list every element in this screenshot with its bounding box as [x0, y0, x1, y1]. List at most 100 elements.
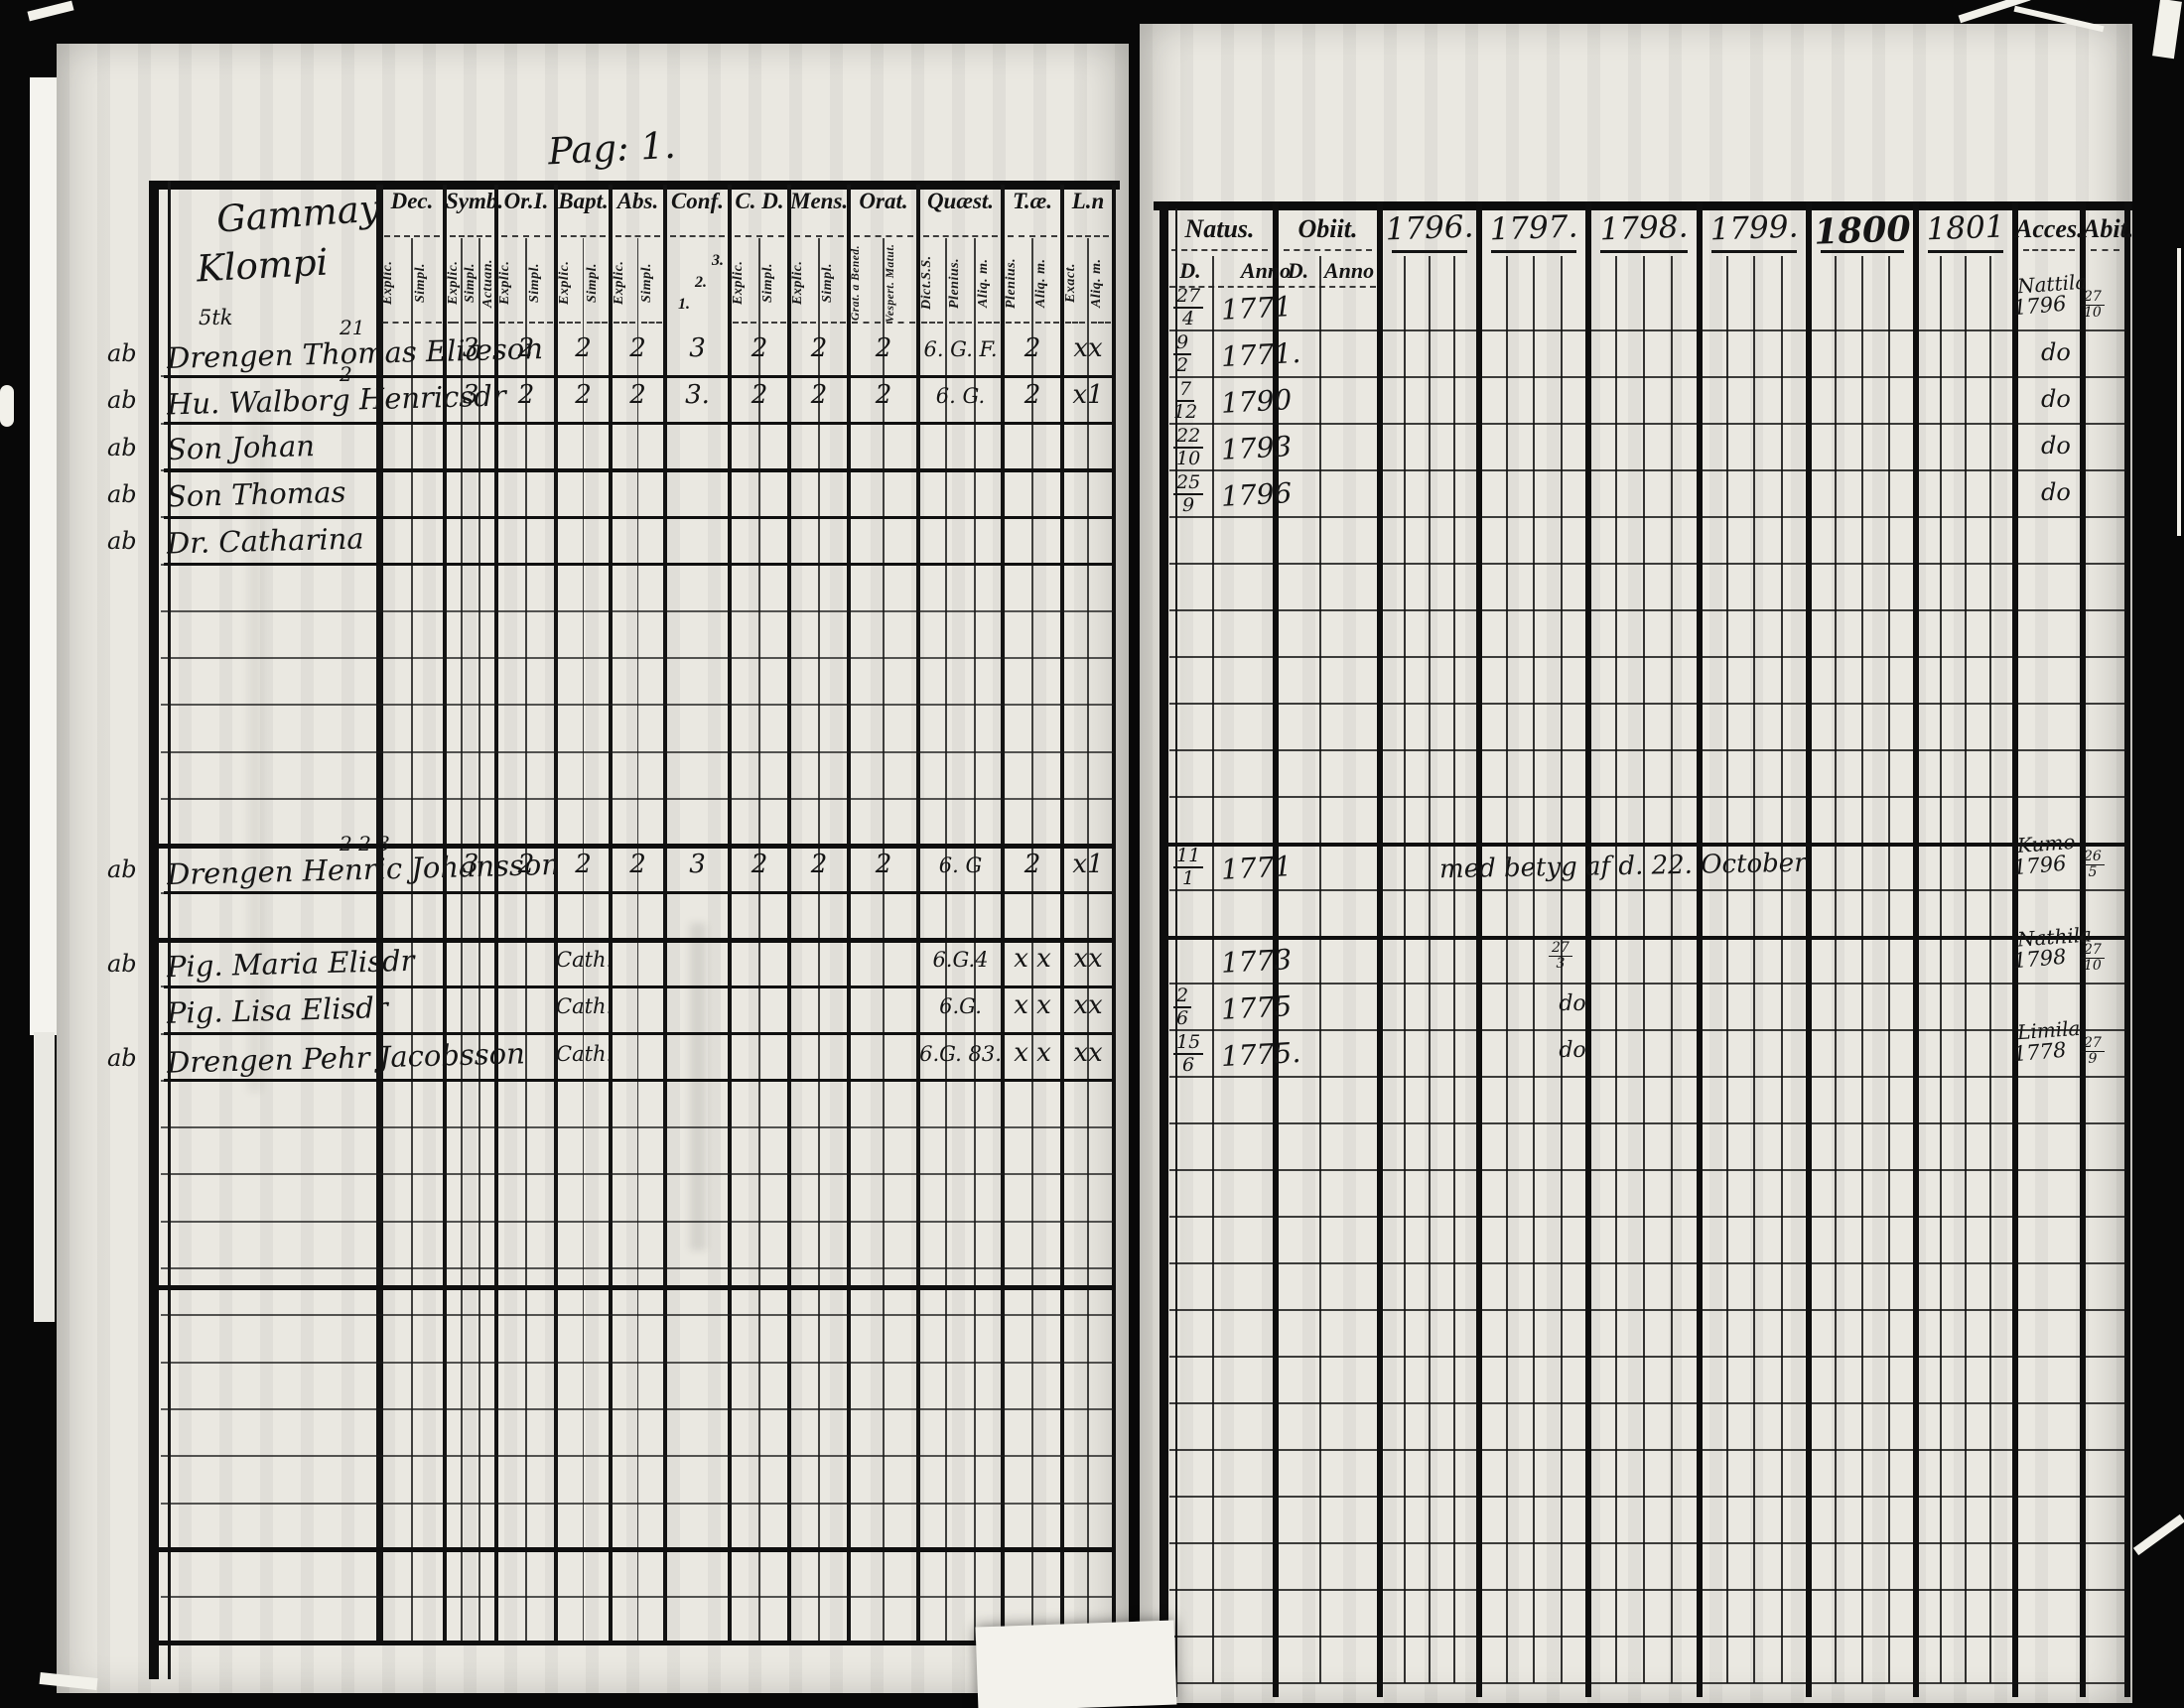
dashed-rule: [1171, 249, 1268, 251]
grid-hline: [164, 1079, 1114, 1083]
grid-hline: [1167, 842, 2127, 848]
year-header: 1800: [1813, 208, 1912, 253]
grid-hline: [1600, 249, 1688, 253]
grid-hline: [1169, 1495, 2127, 1499]
grid-hline: [1169, 468, 2127, 472]
natus-date-fraction: 15 6: [1173, 1032, 1204, 1076]
grid-hline: [1821, 249, 1904, 253]
sub-column-label: Explic.: [790, 260, 805, 306]
grid-vline: [1112, 185, 1116, 1679]
year-header: 1799.: [1709, 208, 1799, 248]
entry-mark: 2: [1024, 850, 1041, 880]
entry-name: Pig. Maria Elisdr: [166, 943, 415, 985]
fraction-denominator: 12: [1173, 401, 1198, 423]
grid-vline: [1475, 201, 1483, 1697]
acces-year: 1778: [2012, 1037, 2068, 1067]
grid-vline: [1753, 256, 1755, 1683]
margin-mark: ab: [107, 433, 137, 461]
left-page: [57, 44, 1129, 1693]
ditto-mark: do: [2041, 478, 2071, 506]
fraction-numerator: 2: [1173, 985, 1192, 1008]
column-header: L.n: [1071, 189, 1105, 213]
margin-mark: ab: [107, 949, 137, 978]
dashed-rule: [481, 322, 493, 324]
entry-mark: 3: [462, 380, 479, 411]
entry-mark: 3: [462, 333, 479, 363]
fraction-denominator: 1: [1182, 867, 1195, 889]
grid-hline: [1169, 888, 2127, 892]
column-header: Orat.: [859, 189, 908, 213]
acces-year: 1796: [2012, 851, 2068, 880]
grid-hline: [1169, 1355, 2127, 1359]
grid-hline: [161, 657, 1114, 660]
entry-mark: Cath.: [556, 1041, 614, 1066]
grid-hline: [159, 937, 1116, 943]
entry-mark: 2: [751, 333, 768, 363]
grid-hline: [161, 750, 1114, 753]
grid-vline: [1615, 256, 1617, 1683]
entry-mark: 3: [689, 333, 706, 363]
dashed-rule: [2023, 249, 2075, 251]
grid-hline: [1491, 249, 1576, 253]
grid-hline: [1167, 935, 2127, 941]
grid-hline: [149, 180, 1120, 190]
certificate-note: med betyg af d. 22. October: [1438, 848, 1807, 885]
entry-mark: Cath.: [556, 947, 614, 972]
dashed-rule: [640, 322, 662, 324]
fraction-denominator: 10: [2084, 305, 2102, 321]
dashed-rule: [529, 322, 553, 324]
fraction-denominator: 5: [2088, 864, 2098, 880]
grid-hline: [1169, 1075, 2127, 1079]
page-number-label: Pag: 1.: [546, 123, 677, 174]
sub-column-label: Simpl.: [413, 263, 428, 303]
fraction-denominator: 9: [2088, 1051, 2098, 1067]
grid-vline: [787, 185, 791, 1644]
grid-hline: [1711, 249, 1797, 253]
entry-mark: 2: [629, 380, 646, 411]
acces-date-fraction: 27 9: [2081, 1036, 2105, 1067]
grid-vline: [1861, 256, 1863, 1683]
sub-column-label: Simpl.: [584, 263, 600, 303]
fraction-numerator: 22: [1173, 426, 1204, 449]
acces-year: 1796: [2012, 291, 2068, 321]
natus-year: 1793: [1220, 430, 1294, 466]
left-sheet-edge-strip-lower: [34, 1032, 55, 1322]
ditto-mark: do: [2041, 338, 2071, 366]
dashed-rule: [921, 322, 944, 324]
sub-column-label: Explic.: [497, 260, 512, 306]
natus-date-fraction: 7 12: [1173, 379, 1197, 423]
sub-column-label: Plenius.: [947, 257, 963, 309]
sub-column-label: 1.: [678, 296, 690, 313]
fraction-numerator: 27: [1549, 941, 1572, 957]
entry-mark: Cath.: [556, 994, 614, 1019]
entry-mark: 2: [517, 380, 535, 411]
entry-mark: xx: [1073, 333, 1103, 363]
fraction-numerator: 7: [1176, 379, 1195, 402]
entry-mark: x x: [1014, 1037, 1051, 1068]
grid-vline: [149, 181, 159, 1679]
sub-column-label: Plenius.: [1004, 257, 1019, 309]
grid-vline: [2011, 201, 2019, 1697]
fraction-numerator: 27: [2081, 290, 2105, 306]
entry-mark: 2: [875, 380, 892, 411]
grid-vline: [1533, 256, 1535, 1683]
year-mark-fraction: 27 3: [1549, 941, 1572, 972]
natus-year: 1771: [1220, 290, 1294, 327]
margin-mark: ab: [107, 527, 137, 556]
grid-hline: [1169, 1448, 2127, 1452]
acces-year: 1798: [2012, 944, 2068, 974]
grid-hline: [1169, 1681, 2127, 1685]
margin-mark: ab: [107, 339, 137, 367]
entry-mark: 2: [875, 333, 892, 363]
grid-hline: [1169, 1261, 2127, 1265]
column-header: Obiit.: [1297, 214, 1358, 243]
grid-hline: [164, 1031, 1114, 1036]
grid-hline: [161, 798, 1114, 800]
dashed-rule: [1067, 235, 1109, 237]
grid-hline: [1169, 375, 2127, 379]
grid-hline: [1169, 1215, 2127, 1219]
entry-name: Pig. Lisa Elisdr: [166, 990, 389, 1031]
grid-vline: [554, 185, 558, 1644]
dashed-rule: [1035, 322, 1059, 324]
